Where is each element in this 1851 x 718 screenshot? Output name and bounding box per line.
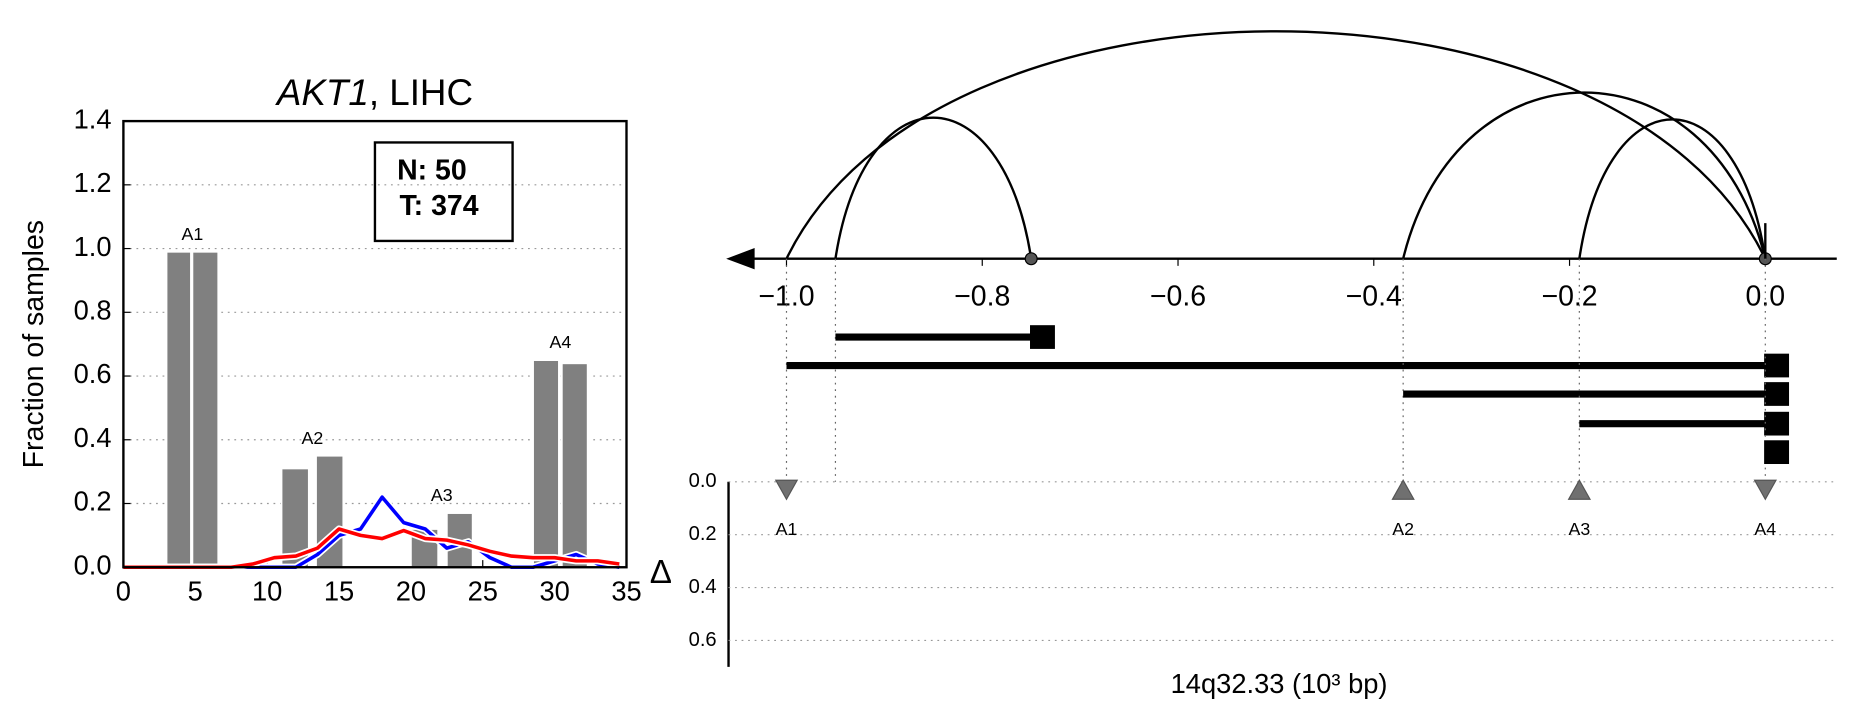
x-tick-label: 35	[611, 576, 641, 607]
y-tick-label: 1.2	[74, 167, 112, 198]
x-tick-label: 0	[116, 576, 131, 607]
bar	[532, 359, 560, 569]
transcript-end	[1764, 382, 1790, 406]
y-tick-label: 0.0	[689, 470, 717, 492]
bar	[165, 250, 192, 569]
event-label: A2	[1392, 519, 1414, 539]
junction-arc	[1401, 91, 1767, 260]
x-tick-label: 30	[539, 576, 569, 607]
bar	[560, 362, 589, 569]
event-marker	[1391, 479, 1415, 500]
chart-title: AKT1, LIHC	[275, 72, 473, 113]
annotation-box	[373, 141, 514, 243]
y-tick-label: 0.6	[74, 358, 112, 389]
y-tick-label: 1.4	[74, 103, 112, 134]
x-tick-label: 25	[468, 576, 498, 607]
bar	[191, 250, 220, 569]
x-tick-label: 15	[324, 576, 354, 607]
x-tick-label: −0.2	[1541, 280, 1597, 312]
event-label: A3	[1568, 519, 1590, 539]
y-tick-label: 0.2	[74, 486, 112, 517]
y-tick-label: 1.0	[74, 231, 112, 262]
y-tick-label: 0.2	[689, 523, 717, 545]
bar-label: A3	[431, 485, 453, 505]
transcript-end	[1764, 440, 1790, 465]
event-marker	[1753, 479, 1778, 501]
title-text: , LIHC	[369, 72, 473, 113]
y-axis-label: Fraction of samples	[18, 220, 50, 468]
junction-arc	[834, 116, 1033, 259]
transcript-end	[1764, 411, 1790, 436]
annotation: N: 50	[397, 155, 467, 187]
x-tick-label: −0.8	[954, 280, 1010, 312]
y-tick-label: 0.4	[74, 422, 112, 453]
bar-label: A2	[302, 428, 324, 448]
event-marker	[1567, 479, 1592, 500]
transcript-end	[1030, 325, 1055, 349]
y-tick-label: 0.6	[689, 629, 717, 651]
transcript-end	[1764, 353, 1790, 378]
x-tick-label: 10	[252, 576, 282, 607]
bar-label: A1	[182, 224, 204, 244]
x-tick-label: 20	[396, 576, 426, 607]
annotation: T: 374	[399, 190, 478, 222]
x-tick-label: 5	[188, 576, 203, 607]
x-tick-label: −0.4	[1346, 280, 1402, 312]
y-tick-label: 0.0	[74, 549, 112, 580]
junction-arc	[785, 30, 1767, 260]
x-tick-label: −0.6	[1150, 280, 1206, 312]
bar-label: A4	[549, 332, 571, 352]
plot-frame	[122, 119, 628, 569]
y-axis-label: Δ	[650, 554, 672, 591]
y-tick-label: 0.8	[74, 295, 112, 326]
event-label: A1	[776, 519, 798, 539]
event-label: A4	[1754, 519, 1776, 539]
title-gene: AKT1	[275, 72, 369, 113]
event-marker	[774, 479, 799, 501]
y-tick-label: 0.4	[689, 576, 717, 598]
splice-site	[1024, 252, 1038, 266]
x-axis-label: 14q32.33 (10³ bp)	[1171, 668, 1388, 699]
junction-arc	[1578, 118, 1767, 259]
